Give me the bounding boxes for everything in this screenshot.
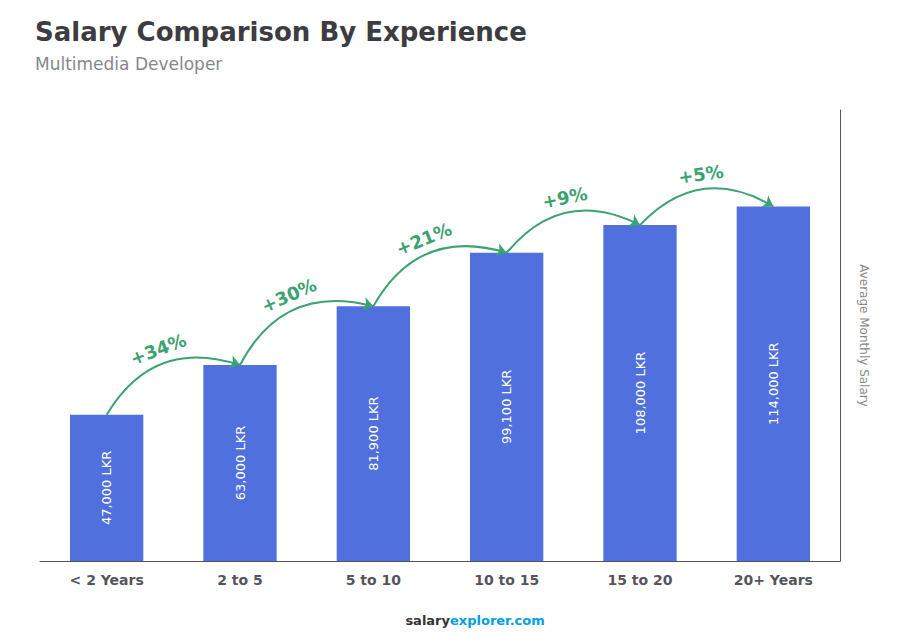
svg-text:+30%: +30%: [258, 274, 320, 317]
svg-text:+34%: +34%: [127, 329, 189, 369]
svg-text:47,000 LKR: 47,000 LKR: [99, 451, 114, 525]
svg-text:2 to 5: 2 to 5: [217, 572, 263, 588]
svg-text:Average Monthly Salary: Average Monthly Salary: [857, 264, 871, 407]
svg-text:114,000 LKR: 114,000 LKR: [766, 342, 781, 425]
svg-text:81,900 LKR: 81,900 LKR: [366, 396, 381, 470]
svg-text:99,100 LKR: 99,100 LKR: [499, 370, 514, 444]
svg-text:Multimedia Developer: Multimedia Developer: [35, 54, 222, 74]
svg-text:10 to 15: 10 to 15: [474, 572, 539, 588]
svg-text:+21%: +21%: [393, 218, 455, 259]
svg-text:20+ Years: 20+ Years: [734, 572, 813, 588]
svg-text:63,000 LKR: 63,000 LKR: [233, 426, 248, 500]
svg-text:< 2 Years: < 2 Years: [70, 572, 144, 588]
svg-text:+9%: +9%: [540, 183, 589, 213]
svg-text:15 to 20: 15 to 20: [607, 572, 672, 588]
svg-text:Salary Comparison By Experienc: Salary Comparison By Experience: [35, 17, 527, 47]
svg-text:explorer.com: explorer.com: [450, 613, 545, 628]
svg-text:+5%: +5%: [677, 161, 725, 188]
svg-text:108,000 LKR: 108,000 LKR: [633, 352, 648, 435]
svg-text:salary: salary: [405, 613, 450, 628]
svg-text:5 to 10: 5 to 10: [346, 572, 402, 588]
